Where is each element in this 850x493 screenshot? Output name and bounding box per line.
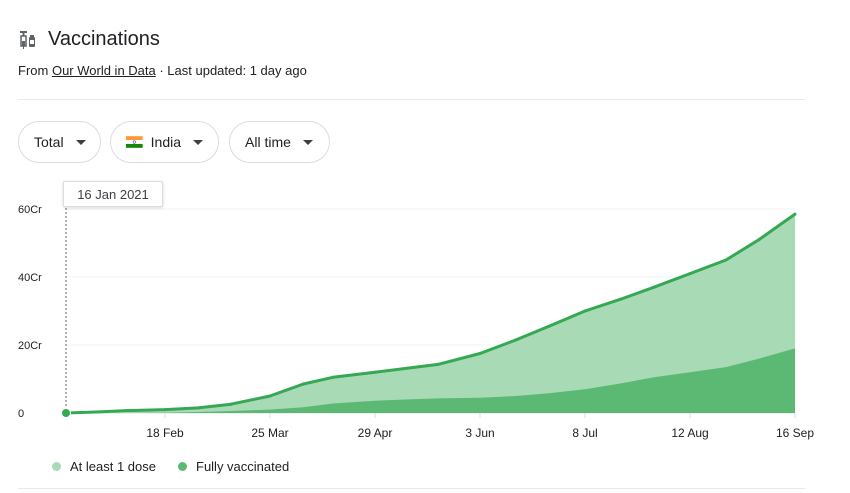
legend-item-full[interactable]: Fully vaccinated	[178, 459, 289, 474]
data-point	[757, 238, 761, 242]
legend-dot-dose	[52, 462, 61, 471]
metric-label: Total	[34, 134, 64, 150]
legend-label-dose: At least 1 dose	[70, 459, 156, 474]
bottom-divider	[18, 488, 805, 489]
chevron-down-icon	[193, 139, 203, 145]
series-area-at-least-one-dose	[66, 214, 795, 413]
tooltip-date: 16 Jan 2021	[77, 186, 149, 202]
data-point	[301, 382, 305, 386]
source-prefix: From	[18, 63, 52, 78]
series-area-fully-vaccinated	[66, 348, 795, 413]
data-point	[688, 272, 692, 276]
data-point	[196, 406, 200, 410]
metric-dropdown[interactable]: Total	[18, 121, 101, 163]
country-dropdown[interactable]: India	[110, 121, 219, 163]
data-point	[406, 366, 410, 370]
data-point	[124, 409, 128, 413]
x-tick-label: 18 Feb	[146, 426, 184, 440]
x-tick-label: 8 Jul	[572, 426, 597, 440]
x-tick-label: 12 Aug	[671, 426, 708, 440]
source-link[interactable]: Our World in Data	[51, 63, 156, 78]
legend-dot-full	[178, 462, 187, 471]
data-point	[436, 362, 440, 366]
x-tick-label: 16 Sep	[776, 426, 814, 440]
data-point	[793, 212, 797, 216]
series-line-at-least-one-dose	[65, 212, 796, 415]
x-tick-label: 3 Jun	[465, 426, 494, 440]
data-point	[652, 285, 656, 289]
data-point	[478, 352, 482, 355]
range-label: All time	[245, 134, 291, 150]
data-point	[163, 408, 167, 412]
legend-label-full: Fully vaccinated	[196, 459, 290, 474]
y-tick-label: 40Cr	[18, 272, 42, 284]
data-point	[619, 297, 623, 301]
range-dropdown[interactable]: All time	[229, 121, 330, 163]
india-flag-icon	[126, 136, 143, 148]
chart-header: Vaccinations	[18, 28, 160, 51]
hover-point	[61, 408, 71, 418]
y-tick-label: 20Cr	[18, 340, 42, 352]
source-line: From Our World in Data · Last updated: 1…	[18, 63, 307, 78]
syringe-icon	[20, 30, 35, 49]
data-point	[331, 375, 335, 379]
data-point	[724, 258, 728, 262]
legend-item-dose[interactable]: At least 1 dose	[52, 459, 156, 474]
x-tick-label: 25 Mar	[251, 426, 288, 440]
data-point	[514, 338, 518, 342]
data-point	[583, 309, 587, 313]
hover-tooltip: 16 Jan 2021	[63, 181, 163, 207]
chevron-down-icon	[75, 139, 86, 145]
y-tick-label: 0	[18, 408, 24, 420]
chart-title: Vaccinations	[48, 28, 160, 50]
data-point	[229, 402, 233, 406]
data-point	[94, 410, 98, 414]
legend: At least 1 dose Fully vaccinated	[52, 459, 311, 474]
x-tick-label: 29 Apr	[358, 426, 393, 440]
source-suffix: · Last updated: 1 day ago	[155, 63, 307, 78]
data-point	[268, 394, 272, 398]
data-point	[547, 324, 551, 328]
top-divider	[18, 99, 805, 100]
chevron-down-icon	[302, 139, 313, 145]
y-tick-label: 60Cr	[18, 204, 42, 216]
data-point	[373, 370, 377, 374]
country-label: India	[150, 134, 181, 150]
